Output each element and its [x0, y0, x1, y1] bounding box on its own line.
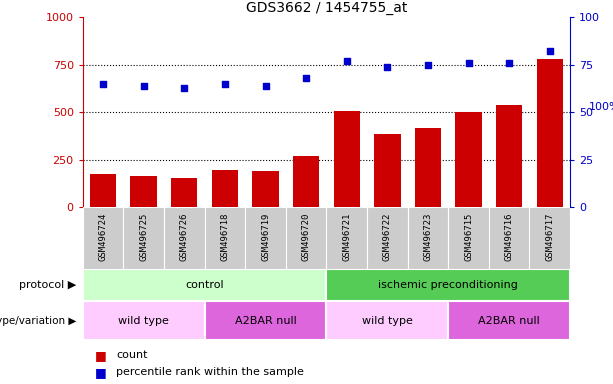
Text: GSM496717: GSM496717 — [546, 212, 554, 261]
Text: GSM496722: GSM496722 — [383, 212, 392, 261]
Point — [98, 81, 108, 87]
Text: GSM496716: GSM496716 — [504, 212, 514, 261]
Bar — [496, 105, 522, 207]
Point — [301, 75, 311, 81]
Text: GSM496724: GSM496724 — [99, 212, 107, 261]
Bar — [123, 207, 164, 269]
Bar — [90, 174, 116, 207]
Bar — [448, 301, 570, 340]
Bar — [171, 178, 197, 207]
Text: count: count — [116, 350, 148, 360]
Bar — [374, 134, 400, 207]
Text: control: control — [185, 280, 224, 290]
Text: wild type: wild type — [362, 316, 413, 326]
Point — [261, 83, 270, 89]
Text: percentile rank within the sample: percentile rank within the sample — [116, 367, 304, 377]
Bar — [327, 207, 367, 269]
Bar — [327, 269, 570, 301]
Point — [220, 81, 230, 87]
Text: GSM496725: GSM496725 — [139, 212, 148, 261]
Bar — [245, 207, 286, 269]
Point — [180, 84, 189, 91]
Bar — [408, 207, 448, 269]
Bar — [205, 207, 245, 269]
Bar — [293, 156, 319, 207]
Bar — [455, 113, 482, 207]
Text: GSM496719: GSM496719 — [261, 212, 270, 261]
Point — [423, 62, 433, 68]
Text: ischemic preconditioning: ischemic preconditioning — [378, 280, 518, 290]
Text: GSM496723: GSM496723 — [424, 212, 432, 261]
Bar — [367, 207, 408, 269]
Bar — [286, 207, 326, 269]
Text: protocol ▶: protocol ▶ — [20, 280, 77, 290]
Bar — [164, 207, 205, 269]
Point — [383, 64, 392, 70]
Bar — [448, 207, 489, 269]
Text: GSM496720: GSM496720 — [302, 212, 311, 261]
Bar — [327, 301, 448, 340]
Point — [342, 58, 352, 64]
Bar — [83, 207, 123, 269]
Bar — [536, 59, 563, 207]
Text: wild type: wild type — [118, 316, 169, 326]
Point — [504, 60, 514, 66]
Bar — [83, 301, 205, 340]
Point — [139, 83, 148, 89]
Bar — [211, 170, 238, 207]
Text: GSM496721: GSM496721 — [342, 212, 351, 261]
Text: GSM496715: GSM496715 — [464, 212, 473, 261]
Text: ■: ■ — [95, 349, 107, 362]
Point — [463, 60, 473, 66]
Bar — [83, 269, 327, 301]
Y-axis label: 100%: 100% — [588, 102, 613, 113]
Bar — [205, 301, 327, 340]
Text: GSM496718: GSM496718 — [221, 212, 229, 261]
Bar — [530, 207, 570, 269]
Bar — [253, 171, 279, 207]
Bar — [415, 127, 441, 207]
Title: GDS3662 / 1454755_at: GDS3662 / 1454755_at — [246, 1, 407, 15]
Text: ■: ■ — [95, 366, 107, 379]
Text: genotype/variation ▶: genotype/variation ▶ — [0, 316, 77, 326]
Bar — [489, 207, 530, 269]
Bar — [131, 176, 157, 207]
Text: A2BAR null: A2BAR null — [235, 316, 296, 326]
Point — [545, 48, 555, 55]
Bar — [333, 111, 360, 207]
Text: GSM496726: GSM496726 — [180, 212, 189, 261]
Text: A2BAR null: A2BAR null — [478, 316, 540, 326]
